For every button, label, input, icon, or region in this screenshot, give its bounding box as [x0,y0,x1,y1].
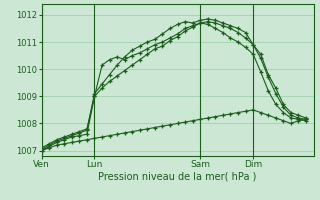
X-axis label: Pression niveau de la mer( hPa ): Pression niveau de la mer( hPa ) [99,172,257,182]
